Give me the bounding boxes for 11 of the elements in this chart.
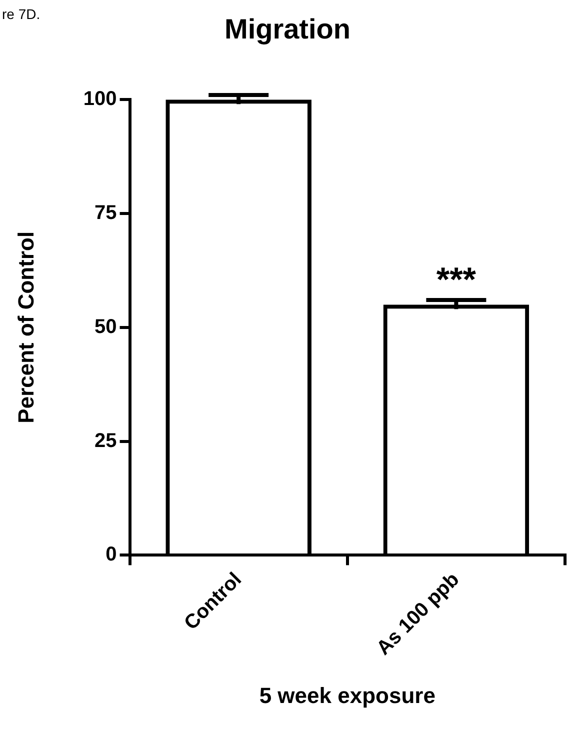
y-tick-label: 75 — [94, 202, 117, 224]
x-axis-title: 5 week exposure — [259, 682, 436, 708]
y-tick-label: 50 — [94, 316, 117, 338]
y-tick-label: 0 — [106, 544, 117, 566]
y-tick-label: 100 — [83, 88, 117, 110]
y-tick-label: 25 — [94, 430, 117, 452]
y-axis-title: Percent of Control — [13, 231, 38, 424]
annotation: *** — [436, 260, 477, 299]
x-tick-label: As 100 ppb — [372, 568, 464, 660]
text: re 7D. — [2, 6, 40, 22]
chart-title: Migration — [224, 14, 350, 45]
